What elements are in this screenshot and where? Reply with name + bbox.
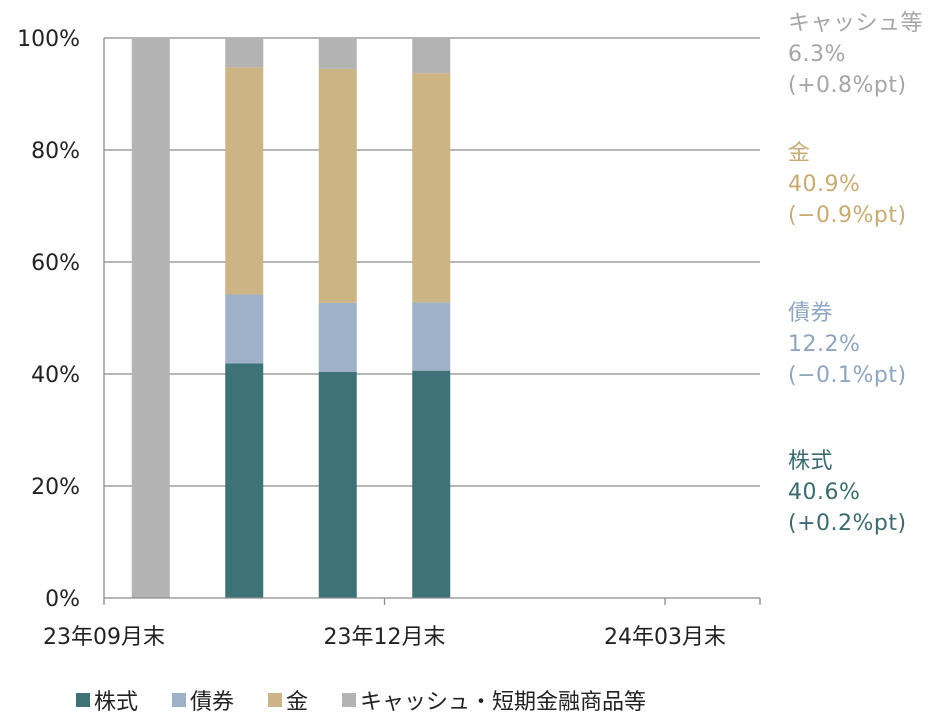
annotation-bond-value: 12.2% [788, 332, 861, 357]
y-tick-label: 80% [31, 139, 80, 164]
legend-label-gold: 金 [286, 690, 309, 715]
y-tick-label: 100% [17, 27, 80, 52]
bar-cash [225, 38, 264, 68]
bars [131, 38, 451, 598]
y-axis-ticks: 100% 80% 60% 40% 20% 0% [17, 27, 80, 612]
annotation-gold-change: (−0.9%pt) [788, 203, 907, 228]
annotation-cash-value: 6.3% [788, 42, 846, 67]
legend-swatch-gold [268, 693, 283, 707]
legend-item-gold: 金 [268, 684, 308, 716]
x-tick-label: 24年03月末 [604, 625, 726, 650]
annotation-gold: 金 40.9% (−0.9%pt) [788, 138, 907, 231]
annotation-gold-value: 40.9% [788, 172, 861, 197]
legend-label-cash: キャッシュ・短期金融商品等 [360, 690, 647, 715]
axes [103, 38, 761, 605]
bar-gold [225, 67, 264, 295]
bar-bond [318, 302, 357, 372]
legend: 株式 債券 金 キャッシュ・短期金融商品等 [76, 684, 646, 716]
legend-item-bond: 債券 [172, 684, 234, 716]
bar-gold [412, 73, 451, 303]
bar-bond [225, 294, 264, 364]
x-tick-label: 23年12月末 [324, 625, 446, 650]
bar-stock [412, 370, 451, 598]
legend-label-bond: 債券 [190, 690, 235, 715]
y-tick-label: 60% [31, 251, 80, 276]
bar-cash [318, 38, 357, 69]
annotation-gold-name: 金 [788, 141, 811, 166]
legend-label-stock: 株式 [94, 690, 139, 715]
annotation-cash-name: キャッシュ等 [788, 11, 924, 36]
y-tick-label: 20% [31, 475, 80, 500]
y-tick-label: 0% [45, 587, 80, 612]
annotation-stock-value: 40.6% [788, 480, 861, 505]
legend-item-cash: キャッシュ・短期金融商品等 [342, 684, 646, 716]
legend-swatch-stock [76, 693, 90, 707]
x-axis-ticks: 23年09月末 23年12月末 24年03月末 [43, 625, 726, 650]
annotation-stock-change: (+0.2%pt) [788, 511, 907, 536]
annotation-cash-change: (+0.8%pt) [788, 73, 907, 98]
annotation-stock-name: 株式 [788, 449, 834, 474]
annotation-bond-change: (−0.1%pt) [788, 363, 907, 388]
legend-swatch-cash [342, 693, 357, 707]
bar-cash [412, 38, 451, 74]
x-tick-label: 23年09月末 [43, 625, 165, 650]
bar-gold [318, 68, 357, 303]
bar-stock [225, 363, 264, 598]
legend-item-stock: 株式 [76, 684, 138, 716]
annotation-cash: キャッシュ等 6.3% (+0.8%pt) [788, 8, 923, 101]
annotation-stock: 株式 40.6% (+0.2%pt) [788, 446, 907, 539]
annotation-bond: 債券 12.2% (−0.1%pt) [788, 298, 907, 391]
legend-swatch-bond [172, 693, 187, 707]
bar-bond [412, 302, 451, 371]
bar-stock [318, 371, 357, 598]
bar-cash [131, 38, 170, 598]
annotation-bond-name: 債券 [788, 301, 834, 326]
y-tick-label: 40% [31, 363, 80, 388]
